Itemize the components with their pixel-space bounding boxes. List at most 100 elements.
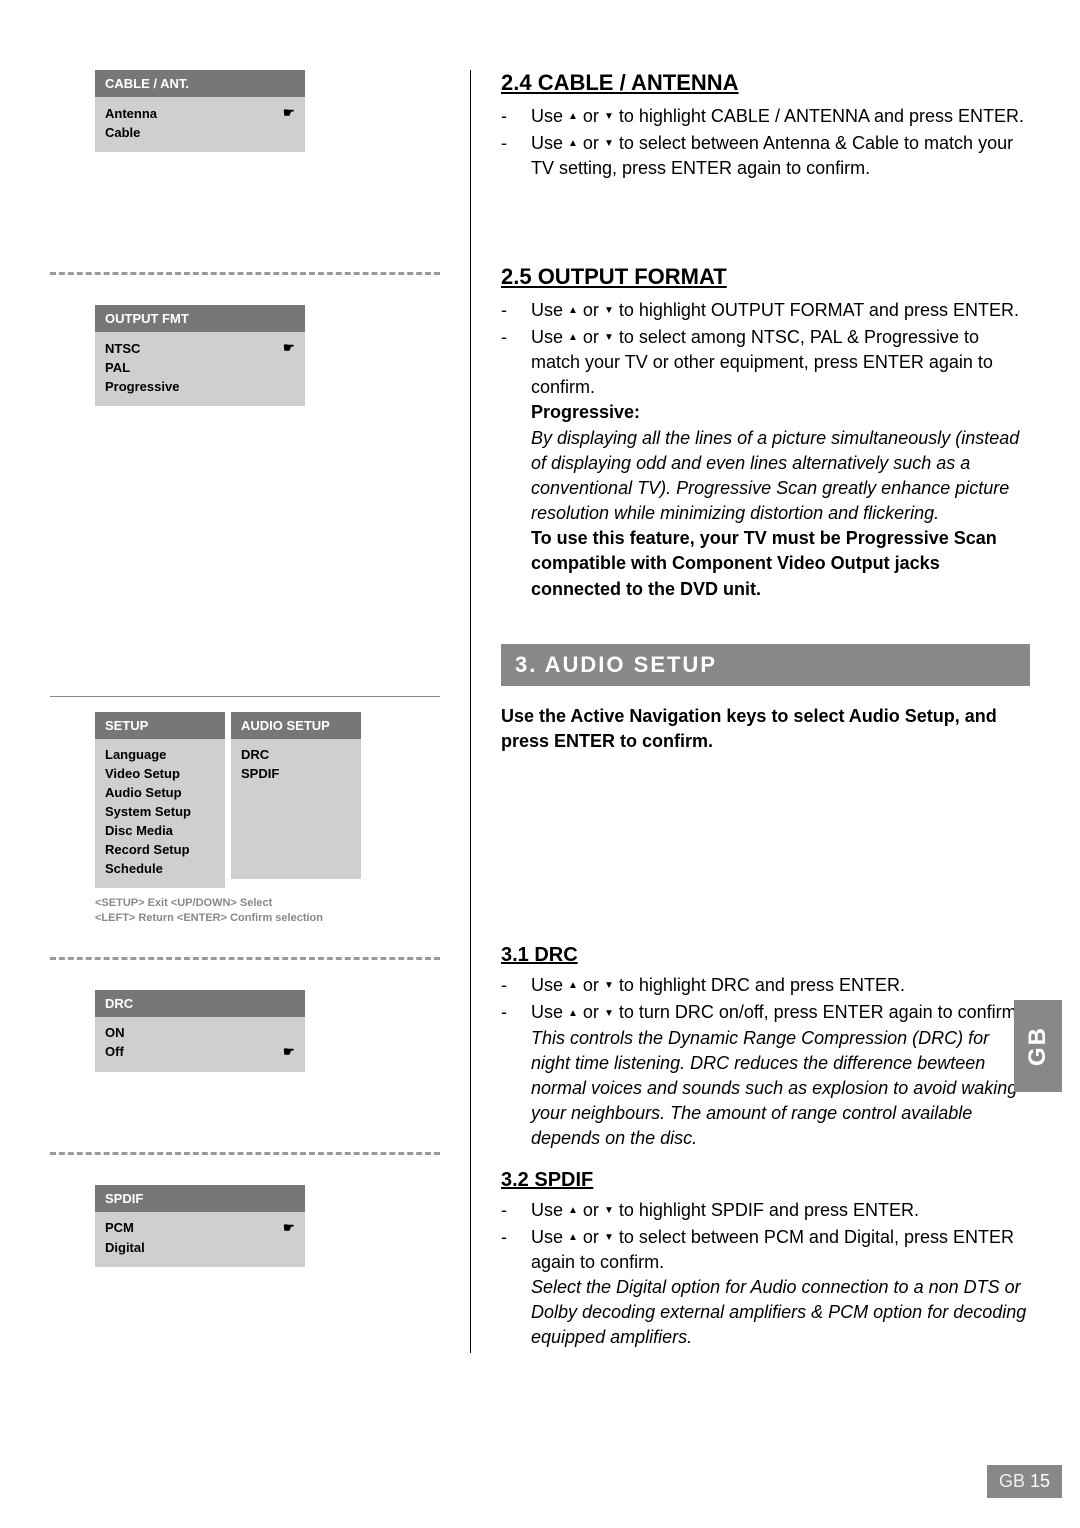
menu-item-label: Antenna — [105, 106, 157, 121]
menu-item-progressive[interactable]: Progressive — [105, 377, 295, 396]
menu-item[interactable]: Record Setup — [105, 840, 215, 859]
list-item: - Use ▲ or ▼ to select between Antenna &… — [501, 131, 1030, 181]
menu-item[interactable]: Video Setup — [105, 764, 215, 783]
section-25-heading: 2.5 OUTPUT FORMAT — [501, 264, 1030, 290]
arrow-down-icon: ▼ — [604, 1007, 614, 1021]
arrow-up-icon: ▲ — [568, 304, 578, 318]
menu-item-antenna[interactable]: Antenna ☚ — [105, 103, 295, 123]
section-25-list: - Use ▲ or ▼ to highlight OUTPUT FORMAT … — [501, 298, 1030, 602]
hand-icon: ☚ — [283, 1044, 295, 1060]
menu-item[interactable]: DRC — [241, 745, 351, 764]
arrow-down-icon: ▼ — [604, 137, 614, 151]
list-item: - Use ▲ or ▼ to select among NTSC, PAL &… — [501, 325, 1030, 602]
menu-body: ON Off ☚ — [95, 1017, 305, 1072]
section-32-heading: 3.2 SPDIF — [501, 1169, 1030, 1192]
divider-dash — [50, 957, 440, 960]
menu-item-label: NTSC — [105, 341, 140, 356]
list-item: - Use ▲ or ▼ to select between PCM and D… — [501, 1225, 1030, 1351]
arrow-up-icon: ▲ — [568, 1231, 578, 1245]
menu-setup-left: SETUP Language Video Setup Audio Setup S… — [95, 712, 225, 888]
menu-header: OUTPUT FMT — [95, 305, 305, 332]
list-item: - Use ▲ or ▼ to highlight CABLE / ANTENN… — [501, 104, 1030, 129]
arrow-down-icon: ▼ — [604, 1231, 614, 1245]
gb-tab: GB — [1014, 1000, 1062, 1092]
menu-item-label: PCM — [105, 1220, 134, 1235]
menu-header: CABLE / ANT. — [95, 70, 305, 97]
menu-item-on[interactable]: ON — [105, 1023, 295, 1042]
menu-cable-ant: CABLE / ANT. Antenna ☚ Cable — [95, 70, 305, 152]
menu-item-label: Progressive — [105, 379, 179, 394]
menu-body: NTSC ☚ PAL Progressive — [95, 332, 305, 406]
arrow-up-icon: ▲ — [568, 110, 578, 124]
arrow-down-icon: ▼ — [604, 979, 614, 993]
menu-item[interactable]: Disc Media — [105, 821, 215, 840]
setup-hints: <SETUP> Exit <UP/DOWN> Select <LEFT> Ret… — [95, 896, 440, 927]
menu-header: SETUP — [95, 712, 225, 739]
menu-item[interactable]: SPDIF — [241, 764, 351, 783]
spdif-desc: Select the Digital option for Audio conn… — [531, 1277, 1026, 1347]
arrow-down-icon: ▼ — [604, 1204, 614, 1218]
arrow-up-icon: ▲ — [568, 979, 578, 993]
menu-item[interactable]: System Setup — [105, 802, 215, 821]
list-item: - Use ▲ or ▼ to highlight OUTPUT FORMAT … — [501, 298, 1030, 323]
menu-item-label: Digital — [105, 1240, 145, 1255]
section-32-list: - Use ▲ or ▼ to highlight SPDIF and pres… — [501, 1198, 1030, 1351]
menu-item-label: ON — [105, 1025, 125, 1040]
menu-body: Language Video Setup Audio Setup System … — [95, 739, 225, 888]
menu-header: AUDIO SETUP — [231, 712, 361, 739]
menu-spdif: SPDIF PCM ☚ Digital — [95, 1185, 305, 1267]
menu-item-ntsc[interactable]: NTSC ☚ — [105, 338, 295, 358]
menu-output-fmt: OUTPUT FMT NTSC ☚ PAL Progressive — [95, 305, 305, 406]
menu-item-label: Off — [105, 1044, 124, 1059]
left-column: CABLE / ANT. Antenna ☚ Cable OUTPUT FMT … — [50, 70, 440, 1353]
section-3-bar: 3. AUDIO SETUP — [501, 644, 1030, 686]
section-31-list: - Use ▲ or ▼ to highlight DRC and press … — [501, 973, 1030, 1151]
progressive-label: Progressive: — [531, 402, 640, 422]
menu-item-digital[interactable]: Digital — [105, 1238, 295, 1257]
menu-header: SPDIF — [95, 1185, 305, 1212]
menu-item-label: Cable — [105, 125, 140, 140]
list-item: - Use ▲ or ▼ to highlight SPDIF and pres… — [501, 1198, 1030, 1223]
section-24-heading: 2.4 CABLE / ANTENNA — [501, 70, 1030, 96]
arrow-up-icon: ▲ — [568, 1007, 578, 1021]
arrow-down-icon: ▼ — [604, 304, 614, 318]
menu-item[interactable]: Schedule — [105, 859, 215, 878]
section-3-inst: Use the Active Navigation keys to select… — [501, 704, 1030, 754]
progressive-desc: By displaying all the lines of a picture… — [531, 428, 1019, 524]
menu-header: DRC — [95, 990, 305, 1017]
arrow-down-icon: ▼ — [604, 110, 614, 124]
menu-body: PCM ☚ Digital — [95, 1212, 305, 1267]
section-24-list: - Use ▲ or ▼ to highlight CABLE / ANTENN… — [501, 104, 1030, 182]
arrow-down-icon: ▼ — [604, 331, 614, 345]
menu-item-pcm[interactable]: PCM ☚ — [105, 1218, 295, 1238]
list-item: - Use ▲ or ▼ to turn DRC on/off, press E… — [501, 1000, 1030, 1151]
hand-icon: ☚ — [283, 340, 295, 356]
menu-item[interactable]: Language — [105, 745, 215, 764]
page-number-prefix: GB — [999, 1471, 1030, 1491]
menu-body: Antenna ☚ Cable — [95, 97, 305, 152]
divider-dash — [50, 272, 440, 275]
menu-item-off[interactable]: Off ☚ — [105, 1042, 295, 1062]
menu-body: DRC SPDIF — [231, 739, 361, 879]
menu-drc: DRC ON Off ☚ — [95, 990, 305, 1072]
menu-setup: SETUP Language Video Setup Audio Setup S… — [95, 712, 440, 896]
arrow-up-icon: ▲ — [568, 331, 578, 345]
page-container: CABLE / ANT. Antenna ☚ Cable OUTPUT FMT … — [0, 0, 1080, 1393]
drc-desc: This controls the Dynamic Range Compress… — [531, 1028, 1017, 1149]
progressive-note: To use this feature, your TV must be Pro… — [531, 528, 997, 598]
menu-setup-right: AUDIO SETUP DRC SPDIF — [231, 712, 361, 888]
menu-item-label: PAL — [105, 360, 130, 375]
hand-icon: ☚ — [283, 1220, 295, 1236]
arrow-up-icon: ▲ — [568, 1204, 578, 1218]
right-column: 2.4 CABLE / ANTENNA - Use ▲ or ▼ to high… — [470, 70, 1030, 1353]
hand-icon: ☚ — [283, 105, 295, 121]
section-31-heading: 3.1 DRC — [501, 944, 1030, 967]
menu-item-pal[interactable]: PAL — [105, 358, 295, 377]
list-item: - Use ▲ or ▼ to highlight DRC and press … — [501, 973, 1030, 998]
divider-solid — [50, 696, 440, 697]
menu-item[interactable]: Audio Setup — [105, 783, 215, 802]
page-number-bar: GB 15 — [987, 1465, 1062, 1498]
page-number: 15 — [1030, 1471, 1050, 1491]
menu-item-cable[interactable]: Cable — [105, 123, 295, 142]
divider-dash — [50, 1152, 440, 1155]
